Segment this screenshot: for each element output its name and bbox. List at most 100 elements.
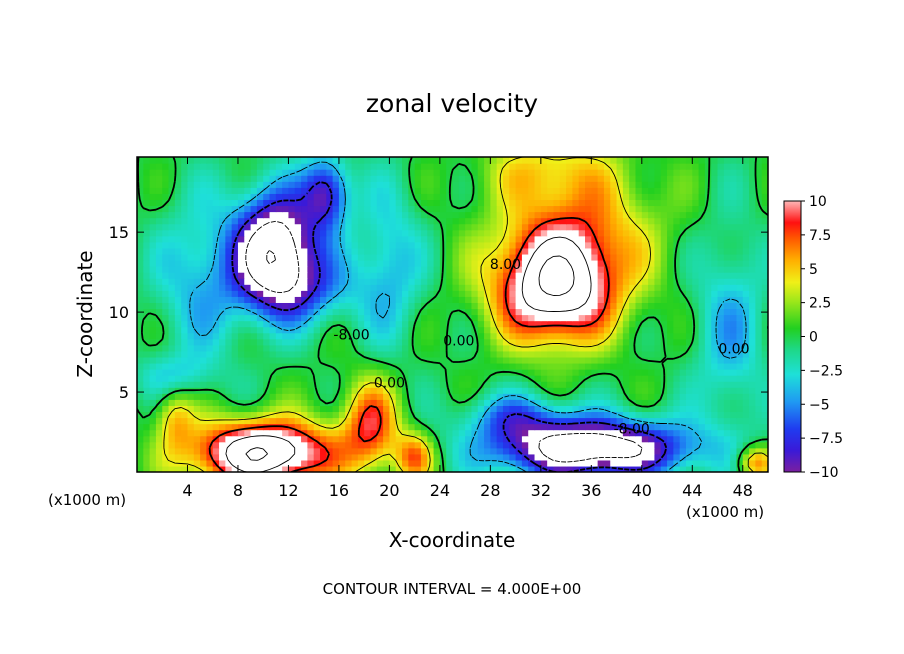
heatmap-cell xyxy=(383,314,390,322)
heatmap-cell xyxy=(553,344,561,352)
heatmap-cell xyxy=(345,350,353,358)
heatmap-cell xyxy=(521,447,529,455)
heatmap-cell xyxy=(736,411,744,419)
heatmap-cell xyxy=(231,326,239,334)
heatmap-cell xyxy=(616,338,624,346)
heatmap-cell xyxy=(465,253,473,261)
heatmap-cell xyxy=(357,465,365,472)
heatmap-cell xyxy=(414,259,422,267)
heatmap-cell xyxy=(723,169,731,176)
heatmap-cell xyxy=(572,405,580,413)
heatmap-cell xyxy=(149,217,157,225)
heatmap-cell xyxy=(408,429,416,437)
heatmap-cell xyxy=(597,447,605,455)
heatmap-cell xyxy=(149,429,157,437)
heatmap-cell xyxy=(603,278,611,285)
heatmap-cell xyxy=(162,326,170,334)
heatmap-cell xyxy=(648,399,656,406)
heatmap-cell xyxy=(597,278,605,285)
heatmap-cell xyxy=(174,441,182,449)
heatmap-cell xyxy=(181,344,189,352)
heatmap-cell xyxy=(559,393,567,400)
heatmap-cell xyxy=(477,259,485,267)
heatmap-cell xyxy=(225,344,233,352)
heatmap-cell xyxy=(357,193,365,201)
heatmap-cell xyxy=(212,465,220,472)
heatmap-cell xyxy=(313,229,321,237)
heatmap-cell xyxy=(225,247,233,255)
heatmap-cell xyxy=(559,247,567,255)
heatmap-cell xyxy=(660,193,668,201)
heatmap-cell xyxy=(528,284,536,291)
heatmap-cell xyxy=(578,308,586,316)
heatmap-cell xyxy=(566,369,573,376)
heatmap-cell xyxy=(370,199,378,207)
heatmap-cell xyxy=(465,235,473,243)
heatmap-cell xyxy=(465,405,473,413)
heatmap-cell xyxy=(692,193,700,201)
heatmap-cell xyxy=(629,314,637,322)
heatmap-cell xyxy=(471,356,479,364)
heatmap-cell xyxy=(408,362,416,370)
heatmap-cell xyxy=(654,411,662,419)
heatmap-cell xyxy=(231,356,239,364)
heatmap-cell xyxy=(389,429,397,437)
heatmap-cell xyxy=(237,441,245,449)
heatmap-cell xyxy=(231,381,239,388)
heatmap-cell xyxy=(585,405,592,413)
heatmap-cell xyxy=(155,217,163,225)
heatmap-cell xyxy=(187,417,195,425)
heatmap-cell xyxy=(143,447,151,455)
heatmap-cell xyxy=(654,338,662,346)
heatmap-cell xyxy=(704,326,712,334)
heatmap-cell xyxy=(162,399,170,406)
heatmap-cell xyxy=(187,411,195,419)
heatmap-cell xyxy=(711,411,719,419)
heatmap-cell xyxy=(263,266,271,273)
heatmap-cell xyxy=(250,441,258,449)
heatmap-cell xyxy=(452,326,460,334)
heatmap-cell xyxy=(749,405,756,413)
heatmap-cell xyxy=(332,272,340,279)
heatmap-cell xyxy=(698,241,706,249)
heatmap-cell xyxy=(509,253,517,261)
heatmap-cell xyxy=(439,447,447,455)
heatmap-cell xyxy=(629,405,637,413)
heatmap-cell xyxy=(465,296,473,303)
heatmap-cell xyxy=(528,411,536,419)
heatmap-cell xyxy=(458,441,466,449)
heatmap-cell xyxy=(338,278,346,285)
heatmap-cell xyxy=(452,272,460,279)
heatmap-cell xyxy=(364,453,372,461)
heatmap-cell xyxy=(446,399,454,406)
heatmap-cell xyxy=(685,296,693,303)
heatmap-cell xyxy=(288,235,296,243)
heatmap-cell xyxy=(616,356,624,364)
heatmap-cell xyxy=(212,266,220,273)
heatmap-cell xyxy=(629,229,637,237)
heatmap-cell xyxy=(673,435,681,443)
heatmap-cell xyxy=(319,278,327,285)
heatmap-cell xyxy=(540,272,548,279)
heatmap-cell xyxy=(357,266,365,273)
heatmap-cell xyxy=(427,278,435,285)
heatmap-cell xyxy=(282,344,290,352)
heatmap-cell xyxy=(698,381,706,388)
heatmap-cell xyxy=(496,223,504,231)
heatmap-cell xyxy=(749,217,756,225)
heatmap-cell xyxy=(237,381,245,388)
heatmap-cell xyxy=(648,302,656,310)
heatmap-cell xyxy=(622,199,630,207)
heatmap-cell xyxy=(200,393,208,400)
heatmap-cell xyxy=(610,284,618,291)
heatmap-cell xyxy=(597,314,605,322)
heatmap-cell xyxy=(566,223,573,231)
heatmap-cell xyxy=(345,338,353,346)
heatmap-cell xyxy=(490,314,498,322)
heatmap-cell xyxy=(597,429,605,437)
heatmap-cell xyxy=(231,278,239,285)
heatmap-cell xyxy=(370,393,378,400)
heatmap-cell xyxy=(547,247,555,255)
heatmap-cell xyxy=(465,169,473,176)
heatmap-cell xyxy=(553,435,561,443)
